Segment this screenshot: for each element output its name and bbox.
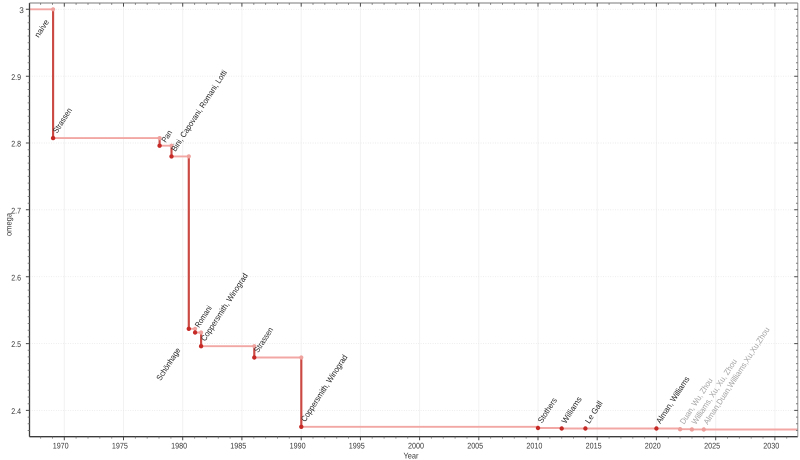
svg-text:2.7: 2.7 (11, 206, 21, 215)
svg-text:omega: omega (3, 213, 13, 236)
svg-text:Year: Year (404, 451, 419, 460)
svg-text:2.5: 2.5 (11, 340, 21, 349)
svg-text:1985: 1985 (230, 441, 246, 450)
svg-text:2025: 2025 (704, 441, 720, 450)
svg-text:2020: 2020 (645, 441, 661, 450)
svg-text:2000: 2000 (408, 441, 424, 450)
svg-text:1970: 1970 (53, 441, 69, 450)
svg-text:2030: 2030 (763, 441, 779, 450)
svg-text:2.9: 2.9 (11, 73, 21, 82)
svg-text:2.4: 2.4 (11, 407, 21, 416)
svg-text:1980: 1980 (171, 441, 187, 450)
svg-text:2.8: 2.8 (11, 140, 21, 149)
svg-text:2005: 2005 (467, 441, 483, 450)
svg-text:2010: 2010 (526, 441, 542, 450)
svg-text:1995: 1995 (349, 441, 365, 450)
svg-text:1975: 1975 (112, 441, 128, 450)
svg-text:3: 3 (19, 6, 24, 15)
svg-text:2.6: 2.6 (11, 273, 21, 282)
svg-text:2015: 2015 (586, 441, 602, 450)
svg-text:1990: 1990 (290, 441, 306, 450)
